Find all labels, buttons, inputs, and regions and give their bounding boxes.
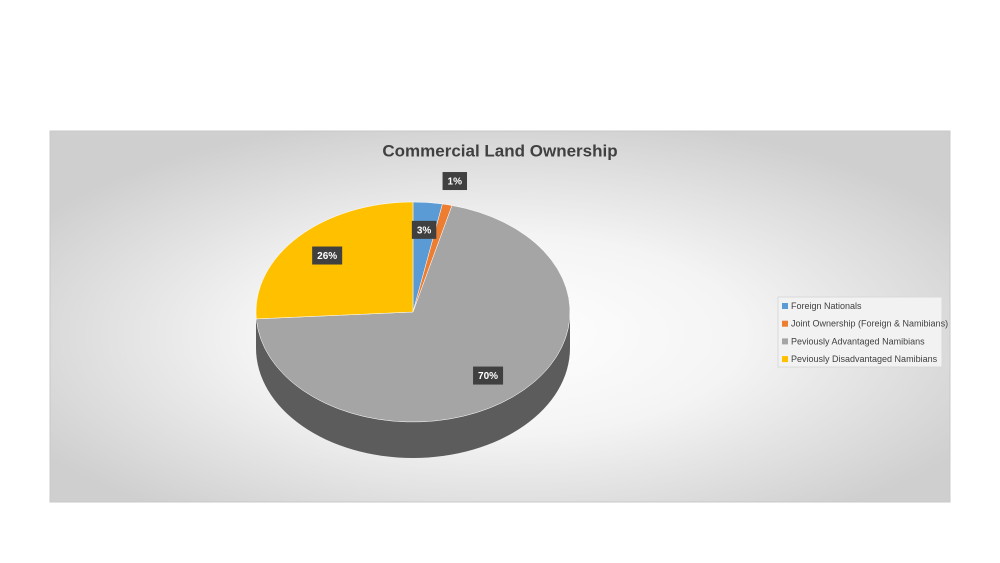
data-label-box — [442, 172, 468, 191]
data-label: 70% — [478, 371, 498, 382]
pie-side — [256, 312, 570, 458]
data-label-box — [473, 366, 504, 385]
legend-swatch — [782, 356, 788, 363]
chart-title: Commercial Land Ownership — [382, 141, 617, 160]
data-label: 26% — [317, 251, 337, 262]
legend-swatch — [782, 338, 788, 345]
legend-items: Foreign Nationals Joint Ownership (Foreig… — [782, 301, 948, 364]
legend — [777, 296, 943, 368]
data-label-box — [411, 220, 437, 239]
legend-swatch — [782, 303, 788, 309]
data-label: 3% — [417, 226, 432, 237]
data-label-box — [312, 246, 343, 265]
legend-label: Peviously Advantaged Namibians — [791, 336, 925, 346]
pie: 3% 1% 70% 26% — [255, 172, 571, 458]
legend-label: Joint Ownership (Foreign & Namibians) — [791, 319, 948, 329]
legend-label: Foreign Nationals — [791, 301, 862, 311]
legend-swatch — [782, 320, 788, 327]
data-label: 1% — [448, 177, 463, 188]
legend-label: Peviously Disadvantaged Namibians — [791, 354, 938, 364]
